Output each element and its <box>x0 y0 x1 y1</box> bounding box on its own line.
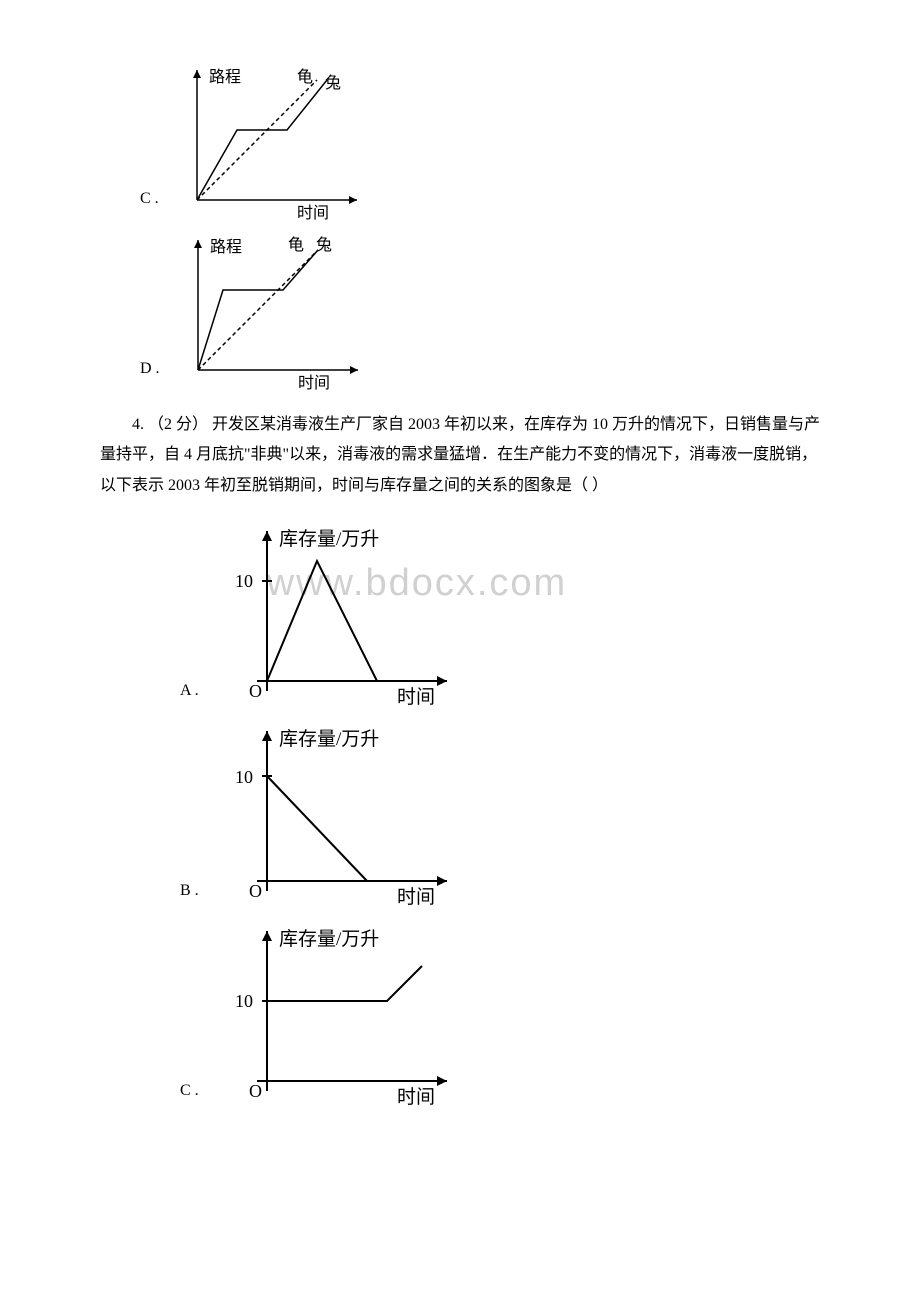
legend-turtle: 龟 <box>297 68 313 86</box>
q4-question-text: 4. （2 分） 开发区某消毒液生产厂家自 2003 年初以来，在库存为 10 … <box>80 410 840 501</box>
x-axis-label: 时间 <box>297 204 329 220</box>
q3-option-c: C . 路程 龟 兔 时间 <box>140 60 840 220</box>
legend-rabbit: 兔 <box>316 236 332 254</box>
q4-chart-c: 10 O 库存量/万升 时间 <box>207 921 467 1111</box>
q4-option-b: B . 10 O 库存量/万升 时间 <box>180 721 840 911</box>
y-tick-10: 10 <box>235 571 253 591</box>
origin-label: O <box>249 681 262 701</box>
legend-rabbit: 兔 <box>325 74 341 92</box>
origin-label: O <box>249 881 262 901</box>
y-axis-label: 库存量/万升 <box>279 728 379 750</box>
option-label-c: C . <box>140 186 159 220</box>
x-axis-label: 时间 <box>298 374 330 390</box>
y-axis-label: 路程 <box>209 68 241 86</box>
y-tick-10: 10 <box>235 767 253 787</box>
legend-turtle: 龟 <box>288 236 304 254</box>
y-axis-label: 库存量/万升 <box>279 528 379 550</box>
q3-option-d: D . 路程 龟 兔 时间 <box>140 230 840 390</box>
y-axis-label: 库存量/万升 <box>279 928 379 950</box>
q4-option-a: A . www.bdocx.com 10 O 库存量/万升 时间 <box>180 521 840 711</box>
q4-option-c: C . 10 O 库存量/万升 时间 <box>180 921 840 1111</box>
y-tick-10: 10 <box>235 991 253 1011</box>
q4-chart-b: 10 O 库存量/万升 时间 <box>207 721 467 911</box>
x-axis-label: 时间 <box>397 1086 435 1108</box>
q3-chart-c: 路程 龟 兔 时间 <box>167 60 367 220</box>
origin-label: O <box>249 1081 262 1101</box>
q3-chart-d: 路程 龟 兔 时间 <box>168 230 368 390</box>
option-label-a: A . <box>180 678 199 712</box>
q4-chart-a: 10 O 库存量/万升 时间 <box>207 521 467 711</box>
x-axis-label: 时间 <box>397 686 435 708</box>
x-axis-label: 时间 <box>397 886 435 908</box>
y-axis-label: 路程 <box>210 238 242 256</box>
option-label-b: B . <box>180 878 199 912</box>
option-label-c4: C . <box>180 1078 199 1112</box>
option-label-d: D . <box>140 356 160 390</box>
